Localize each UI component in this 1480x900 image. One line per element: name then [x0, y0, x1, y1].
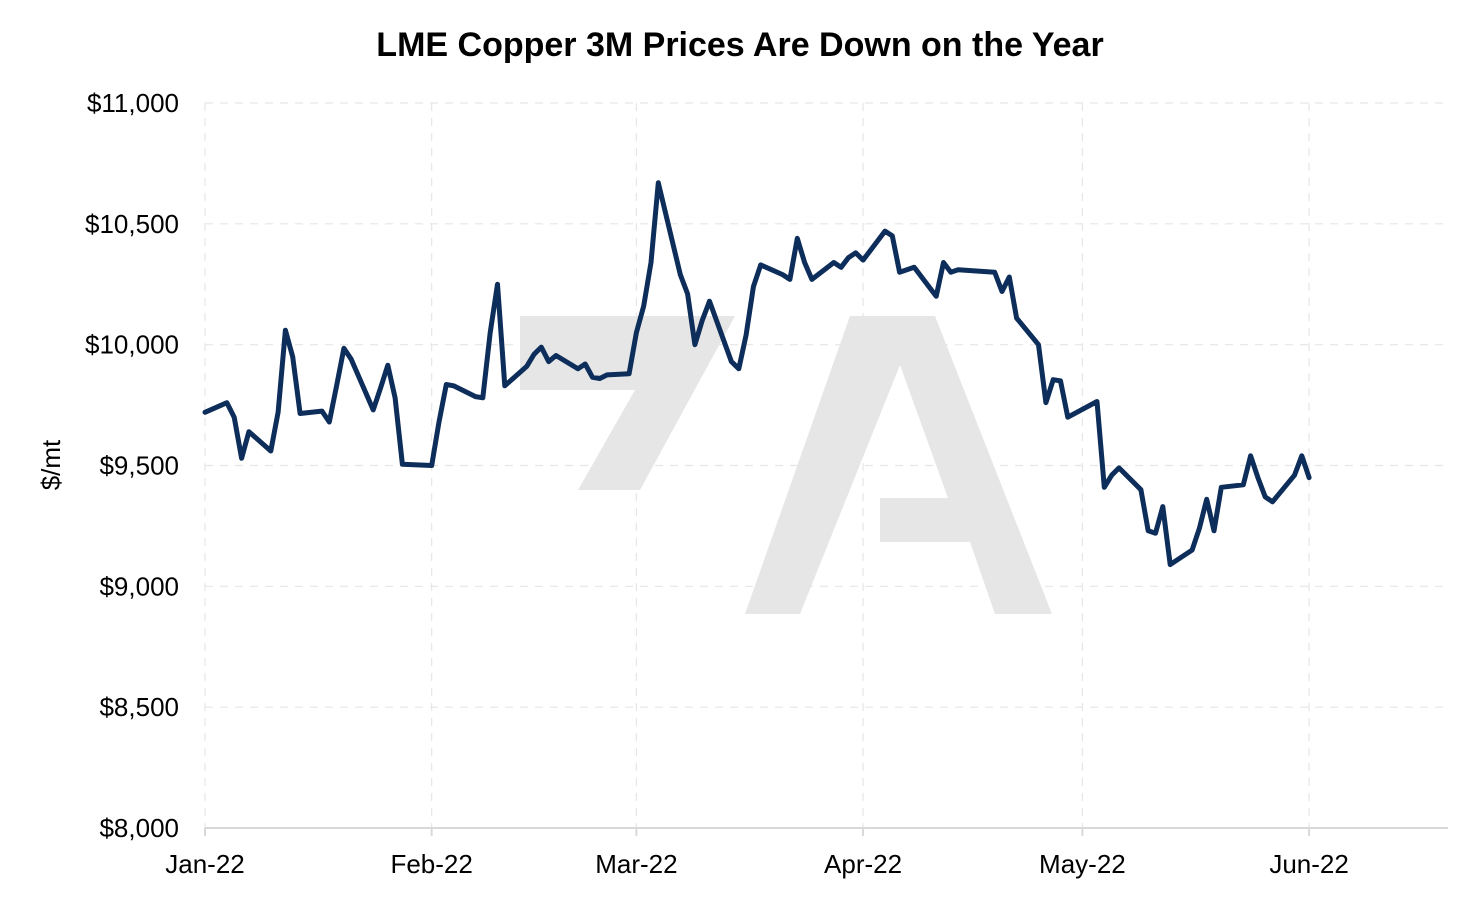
chart-title: LME Copper 3M Prices Are Down on the Yea…: [376, 26, 1103, 64]
watermark-logo: [520, 316, 1052, 614]
watermark-glyph-right: [745, 316, 1052, 614]
x-tick-label: Apr-22: [824, 849, 902, 879]
series-group: [202, 180, 1312, 568]
gridlines: [204, 102, 1448, 828]
y-axis-label: $/mt: [36, 439, 66, 490]
x-tick-label: Jun-22: [1269, 849, 1349, 879]
y-tick-label: $10,500: [85, 209, 179, 239]
x-tick-label: May-22: [1039, 849, 1126, 879]
y-tick-label: $10,000: [85, 330, 179, 360]
y-tick-label: $11,000: [87, 88, 179, 118]
x-axis-ticks: Jan-22 Feb-22 Mar-22 Apr-22 May-22 Jun-22: [165, 828, 1349, 879]
x-tick-label: Jan-22: [165, 849, 245, 879]
watermark-glyph-left: [520, 316, 735, 490]
x-tick-label: Feb-22: [390, 849, 472, 879]
x-tick-label: Mar-22: [595, 849, 677, 879]
y-tick-label: $8,500: [99, 692, 179, 722]
y-tick-label: $9,000: [99, 571, 179, 601]
y-axis-ticks: $8,000 $8,500 $9,000 $9,500 $10,000 $10,500 $1…: [85, 88, 179, 843]
y-tick-label: $8,000: [99, 813, 179, 843]
price-series-line: [202, 180, 1312, 568]
y-tick-label: $9,500: [99, 451, 179, 481]
